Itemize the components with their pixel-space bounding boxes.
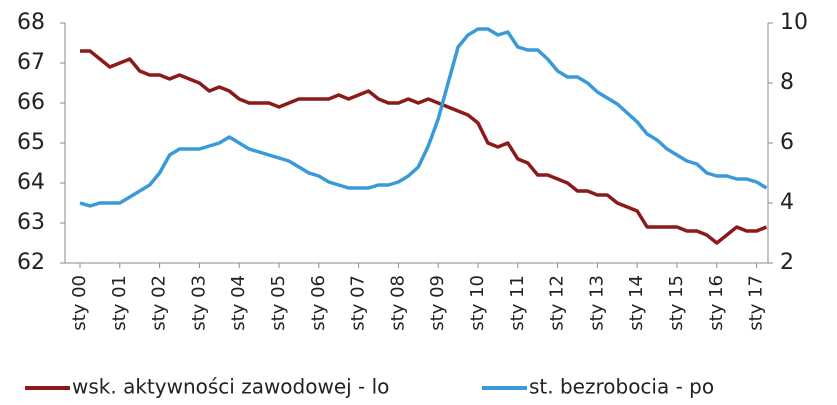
y2-tick-label: 4	[780, 190, 794, 215]
x-tick-label: sty 14	[626, 275, 647, 331]
x-tick-label: sty 09	[427, 275, 448, 331]
legend-label: wsk. aktywności zawodowej - lo	[72, 375, 389, 399]
x-tick-label: sty 07	[348, 275, 369, 331]
x-tick-label: sty 13	[586, 275, 607, 331]
x-tick-label: sty 05	[268, 275, 289, 331]
x-tick-label: sty 10	[467, 275, 488, 331]
x-tick-label: sty 08	[387, 275, 408, 331]
x-tick-label: sty 17	[746, 275, 767, 331]
legend-label: st. bezrobocia - po	[529, 375, 714, 399]
y-tick-label: 68	[17, 10, 45, 35]
y2-tick-label: 10	[780, 10, 808, 35]
x-tick-label: sty 11	[507, 275, 528, 331]
x-tick-label: sty 01	[109, 275, 130, 331]
x-tick-label: sty 02	[149, 275, 170, 331]
line-series	[80, 49, 768, 245]
x-tick-label: sty 16	[706, 275, 727, 331]
x-tick-label: sty 00	[69, 275, 90, 331]
y2-tick-label: 8	[780, 70, 794, 95]
line-series	[79, 27, 768, 208]
x-tick-label: sty 06	[308, 275, 329, 331]
x-tick-label: sty 15	[666, 275, 687, 331]
y-tick-label: 64	[17, 170, 45, 195]
y2-tick-label: 2	[780, 250, 794, 275]
y-tick-label: 62	[17, 250, 45, 275]
x-tick-label: sty 04	[228, 275, 249, 331]
y-tick-label: 65	[17, 130, 45, 155]
y-tick-label: 63	[17, 210, 45, 235]
y-tick-label: 66	[17, 90, 45, 115]
y-tick-label: 67	[17, 50, 45, 75]
x-tick-label: sty 12	[547, 275, 568, 331]
x-tick-label: sty 03	[188, 275, 209, 331]
y2-tick-label: 6	[780, 130, 794, 155]
